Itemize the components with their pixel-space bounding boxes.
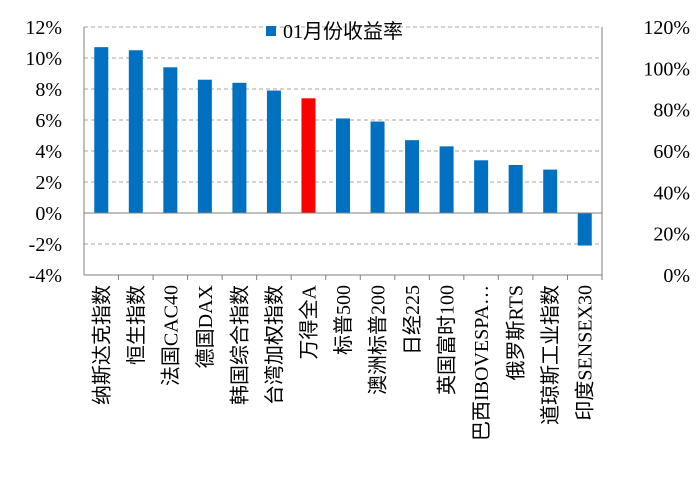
axes bbox=[83, 27, 603, 280]
category-label: 法国CAC40 bbox=[159, 285, 182, 386]
category-label: 德国DAX bbox=[194, 284, 217, 368]
y2-tick-label: 100% bbox=[643, 58, 690, 80]
y-tick-label: 2% bbox=[35, 172, 62, 194]
category-label: 韩国综合指数 bbox=[228, 285, 251, 405]
bar bbox=[405, 140, 420, 213]
legend-label: 01月份收益率 bbox=[283, 20, 403, 43]
category-label: 台湾加权指数 bbox=[263, 285, 286, 405]
category-label: 恒生指数 bbox=[125, 285, 148, 365]
y-tick-label: 8% bbox=[35, 79, 62, 101]
bar bbox=[94, 47, 109, 214]
bar bbox=[128, 50, 143, 213]
category-label: 印度SENSEX30 bbox=[574, 285, 597, 421]
bar bbox=[163, 67, 178, 213]
y-tick-label: -4% bbox=[29, 265, 62, 287]
y2-tick-label: 40% bbox=[653, 182, 690, 204]
left-axis-tick-labels: -4% -2% 0% 2% 4% 6% 8% 10% 12% bbox=[25, 17, 62, 287]
y-tick-label: 12% bbox=[25, 17, 62, 39]
bar bbox=[301, 98, 316, 213]
category-labels: 纳斯达克指数 恒生指数 法国CAC40 德国DAX 韩国综合指数 台湾加权指数 万得全A 标普… bbox=[90, 284, 596, 441]
category-label: 道琼斯工业指数 bbox=[539, 285, 562, 425]
bars bbox=[94, 47, 592, 246]
category-label: 纳斯达克指数 bbox=[90, 285, 113, 405]
bar bbox=[370, 121, 385, 213]
category-label: 日经225 bbox=[401, 285, 424, 355]
bar bbox=[266, 90, 281, 213]
bar bbox=[577, 213, 592, 246]
category-label: 万得全A bbox=[297, 284, 320, 359]
y-tick-label: 4% bbox=[35, 141, 62, 163]
right-axis-tick-labels: 0% 20% 40% 60% 80% 100% 120% bbox=[643, 17, 690, 287]
y-tick-label: 0% bbox=[35, 203, 62, 225]
bar bbox=[508, 164, 523, 213]
bar bbox=[439, 146, 454, 213]
category-label: 巴西IBOVESPA… bbox=[471, 285, 493, 441]
bar bbox=[232, 82, 247, 213]
category-label: 俄罗斯RTS bbox=[505, 285, 528, 380]
y-tick-label: -2% bbox=[29, 234, 62, 256]
legend: 01月份收益率 bbox=[266, 20, 403, 43]
y2-tick-label: 20% bbox=[653, 224, 690, 246]
y2-tick-label: 80% bbox=[653, 100, 690, 122]
y2-tick-label: 0% bbox=[663, 265, 690, 287]
legend-swatch bbox=[266, 26, 276, 36]
category-label: 标普500 bbox=[332, 285, 355, 355]
y-tick-label: 6% bbox=[35, 110, 62, 132]
category-label: 澳洲标普200 bbox=[367, 285, 390, 395]
bar bbox=[336, 118, 350, 213]
bar bbox=[474, 160, 489, 213]
category-label: 英国富时100 bbox=[436, 285, 459, 395]
y-tick-label: 10% bbox=[25, 48, 62, 70]
bar bbox=[197, 79, 212, 213]
bar bbox=[543, 169, 558, 213]
y2-tick-label: 120% bbox=[643, 17, 690, 39]
y2-tick-label: 60% bbox=[653, 141, 690, 163]
